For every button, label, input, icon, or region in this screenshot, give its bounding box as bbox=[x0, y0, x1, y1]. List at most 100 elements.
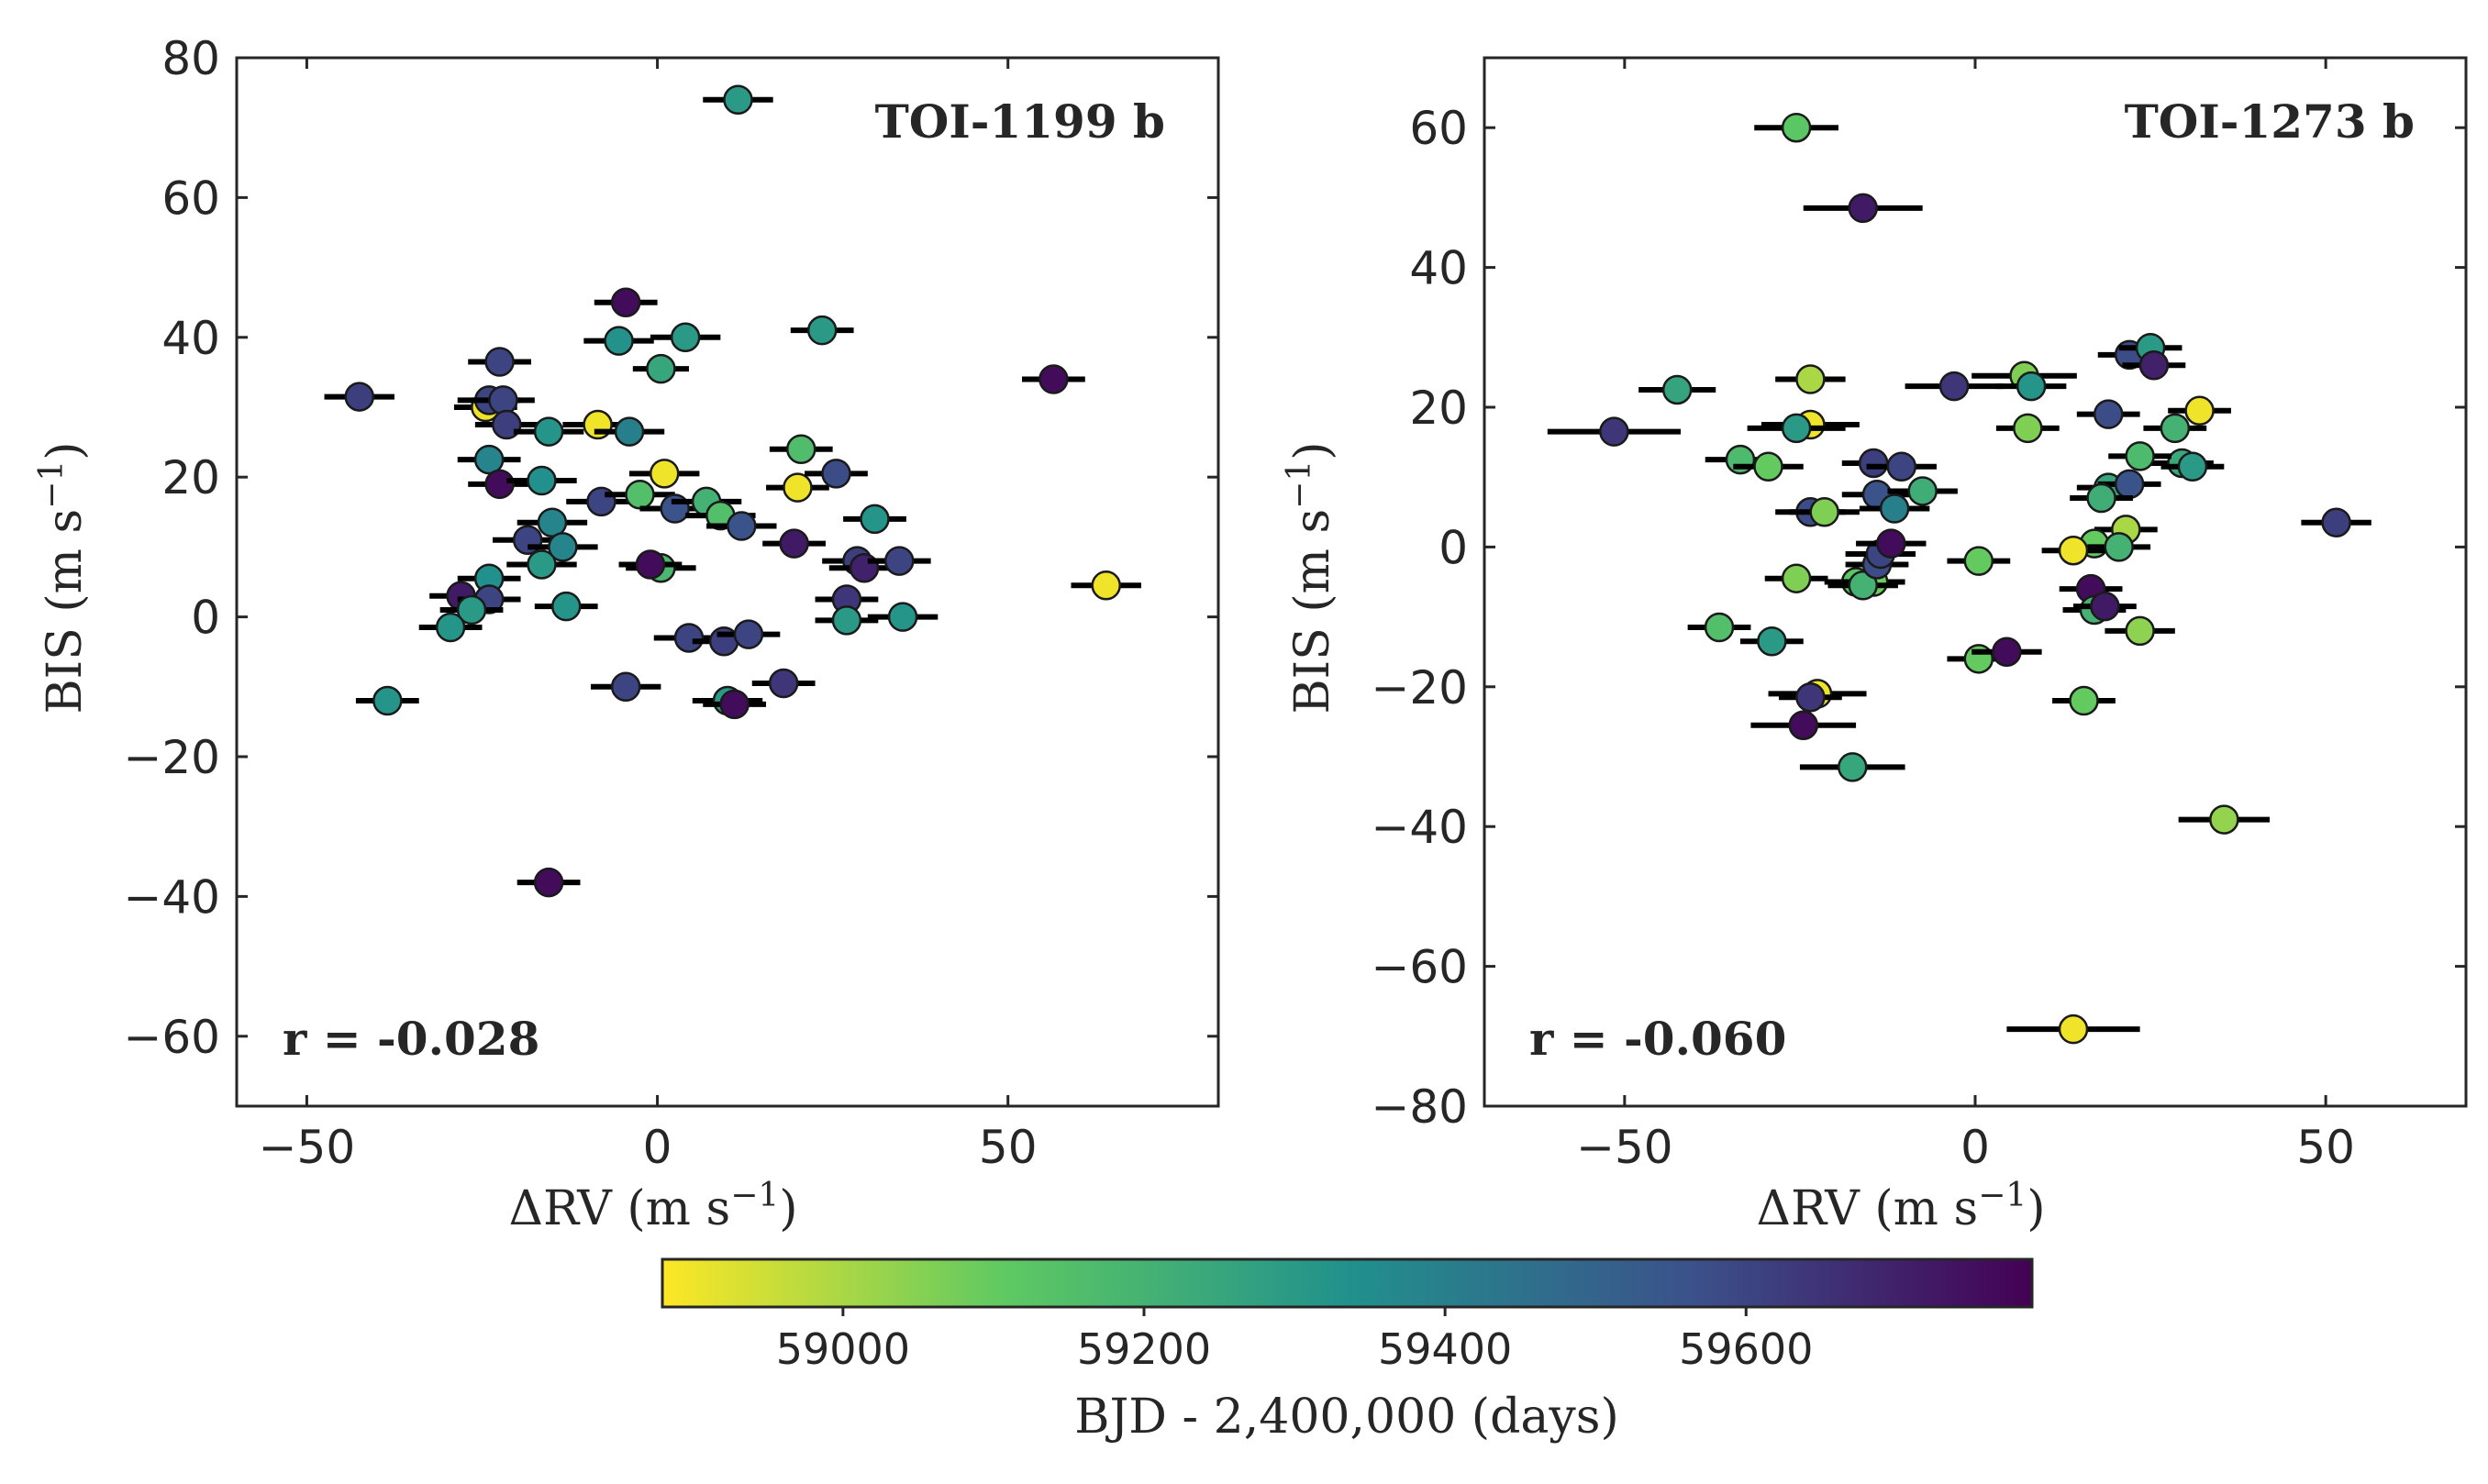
data-point bbox=[1848, 570, 1878, 601]
data-point bbox=[1938, 371, 1970, 402]
data-point bbox=[1661, 374, 1693, 405]
plot-frame bbox=[1483, 56, 2468, 1108]
plot-frame bbox=[235, 56, 1220, 1108]
data-point bbox=[533, 867, 564, 898]
y-tick-label: 40 bbox=[161, 312, 220, 365]
data-point bbox=[1788, 710, 1818, 740]
data-point bbox=[2321, 507, 2351, 537]
y-tick-label: −40 bbox=[1371, 801, 1468, 854]
data-point bbox=[610, 671, 641, 703]
x-tick-label: 0 bbox=[643, 1121, 672, 1174]
data-point bbox=[1907, 476, 1938, 506]
data-point bbox=[779, 528, 809, 559]
x-axis-label: ΔRV (m s−1) bbox=[508, 1177, 797, 1236]
data-point bbox=[2104, 532, 2134, 562]
data-point bbox=[1753, 451, 1783, 482]
correlation-label: r = -0.028 bbox=[283, 1012, 539, 1066]
data-point bbox=[673, 623, 705, 653]
data-point bbox=[1795, 364, 1826, 394]
data-point bbox=[1757, 626, 1787, 657]
y-tick-label: −20 bbox=[123, 731, 220, 784]
data-point bbox=[1876, 528, 1906, 559]
data-point bbox=[2138, 350, 2170, 381]
data-point bbox=[786, 434, 816, 464]
data-point bbox=[2086, 482, 2116, 514]
data-point bbox=[473, 444, 505, 475]
data-point bbox=[783, 472, 813, 503]
data-point bbox=[1599, 416, 1629, 447]
y-axis-label: BIS (m s−1) bbox=[33, 441, 93, 714]
data-point bbox=[2177, 451, 2208, 482]
y-tick-label: −80 bbox=[1371, 1080, 1468, 1134]
data-point bbox=[2016, 371, 2047, 402]
data-point bbox=[2013, 413, 2043, 444]
data-point bbox=[456, 594, 487, 626]
colorbar-tick-label: 59400 bbox=[1378, 1324, 1512, 1374]
y-tick-label: 40 bbox=[1409, 242, 1468, 295]
data-point bbox=[1781, 413, 1812, 444]
y-tick-label: −60 bbox=[123, 1011, 220, 1064]
y-axis-label: BIS (m s−1) bbox=[1281, 441, 1340, 714]
y-tick-label: 0 bbox=[1438, 521, 1468, 574]
data-point bbox=[372, 685, 403, 716]
data-point bbox=[1992, 637, 2022, 667]
data-point bbox=[723, 84, 753, 115]
data-point bbox=[768, 668, 799, 699]
data-point bbox=[646, 353, 676, 384]
colorbar-label: BJD - 2,400,000 (days) bbox=[1074, 1390, 1618, 1445]
colorbar-ticks: 59000 59200 59400 59600 bbox=[776, 1307, 1813, 1374]
data-point bbox=[1886, 451, 1916, 482]
y-tick-label: 80 bbox=[161, 32, 220, 85]
colorbar: 59000 59200 59400 59600 BJD - 2,400,000 (da… bbox=[661, 1257, 2034, 1445]
data-point bbox=[1838, 752, 1868, 782]
data-point bbox=[484, 469, 515, 500]
data-point bbox=[1795, 681, 1826, 713]
data-point bbox=[2160, 413, 2191, 444]
data-point bbox=[2093, 399, 2124, 429]
y-tick-label: 0 bbox=[191, 592, 220, 645]
data-point bbox=[2069, 685, 2099, 716]
data-point bbox=[1781, 563, 1812, 593]
y-tick-label: 60 bbox=[161, 172, 220, 225]
colorbar-tick-label: 59200 bbox=[1077, 1324, 1211, 1374]
data-point bbox=[1781, 112, 1812, 143]
colorbar-tick-label: 59600 bbox=[1679, 1324, 1813, 1374]
data-point bbox=[527, 465, 557, 496]
colorbar-gradient bbox=[661, 1257, 2034, 1309]
data-point bbox=[1809, 497, 1839, 527]
data-point bbox=[1963, 546, 1994, 576]
data-point bbox=[2058, 535, 2089, 566]
data-point bbox=[821, 459, 851, 489]
data-point bbox=[2125, 441, 2155, 471]
y-tick-label: −20 bbox=[1371, 661, 1468, 714]
y-tick-label: −40 bbox=[123, 870, 220, 924]
data-point bbox=[635, 549, 666, 580]
data-point bbox=[1879, 493, 1910, 524]
colorbar-tick-label: 59000 bbox=[776, 1324, 910, 1374]
data-point bbox=[860, 504, 890, 535]
data-point bbox=[1704, 612, 1735, 643]
data-point bbox=[831, 605, 862, 636]
planet-name-label: TOI-1273 b bbox=[2125, 94, 2415, 149]
data-point bbox=[548, 532, 578, 562]
data-point bbox=[2125, 615, 2155, 647]
data-point bbox=[492, 409, 522, 440]
data-point bbox=[2058, 1013, 2089, 1045]
data-point bbox=[614, 416, 645, 447]
data-point bbox=[2184, 395, 2215, 426]
scatter-points-toi-1273 bbox=[1547, 112, 2371, 1045]
data-point bbox=[884, 546, 915, 576]
x-tick-label: 0 bbox=[1960, 1121, 1990, 1174]
y-tick-label: 20 bbox=[1409, 382, 1468, 435]
x-axis-label: ΔRV (m s−1) bbox=[1756, 1177, 2045, 1236]
data-point bbox=[1091, 570, 1121, 601]
data-point bbox=[727, 511, 757, 541]
axis-ticks: −50 0 50 −80 −60 −40 −20 0 20 40 60 bbox=[1371, 58, 2466, 1174]
x-tick-label: −50 bbox=[1576, 1121, 1673, 1174]
data-point bbox=[550, 591, 582, 622]
data-point bbox=[533, 416, 564, 447]
data-point bbox=[2090, 591, 2120, 622]
data-point bbox=[537, 507, 568, 537]
panel-toi-1273: −50 0 50 −80 −60 −40 −20 0 20 40 60 TOI-1273 b r =… bbox=[1281, 56, 2468, 1236]
